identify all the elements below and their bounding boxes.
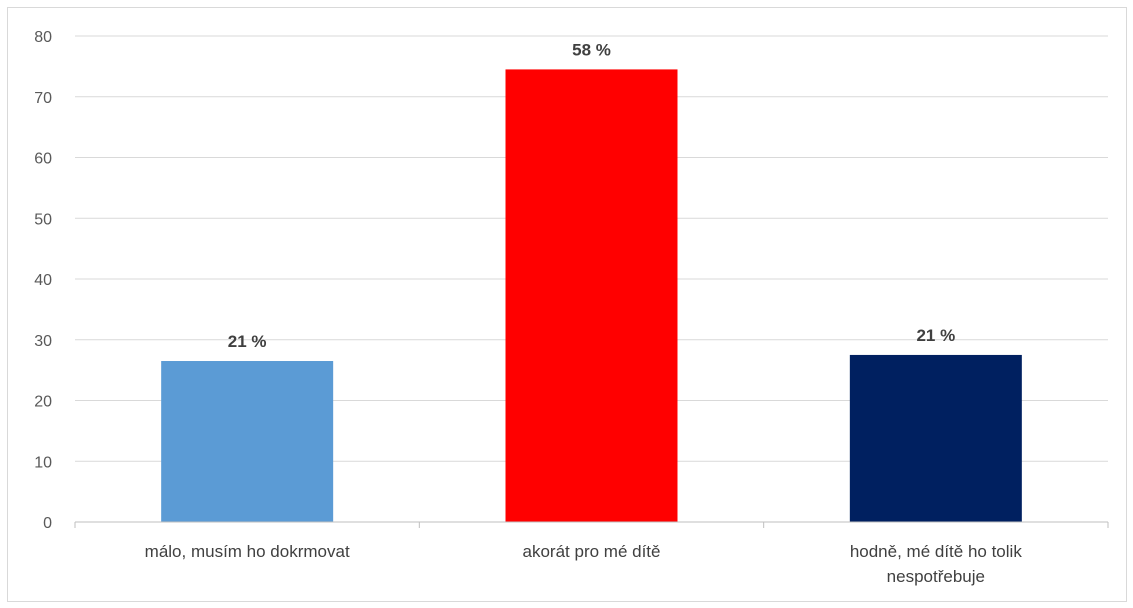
bars: [161, 69, 1022, 522]
y-tick-label: 10: [34, 454, 52, 471]
data-labels: 21 % 58 % 21 %: [228, 40, 955, 351]
y-tick-label: 20: [34, 394, 52, 411]
y-tick-label: 50: [34, 211, 52, 228]
category-label-2: nespotřebuje: [887, 567, 985, 586]
y-axis-tick-labels: 0 10 20 30 40 50 60 70 80: [34, 29, 52, 532]
y-tick-label: 80: [34, 29, 52, 46]
category-label-0: málo, musím ho dokrmovat: [145, 542, 350, 561]
y-tick-label: 0: [43, 515, 52, 532]
data-label-0: 21 %: [228, 332, 267, 351]
data-label-1: 58 %: [572, 40, 611, 59]
category-label-2: hodně, mé dítě ho tolik: [850, 542, 1023, 561]
category-label-1: akorát pro mé dítě: [523, 542, 661, 561]
y-tick-label: 60: [34, 151, 52, 168]
y-tick-label: 40: [34, 272, 52, 289]
y-tick-label: 30: [34, 333, 52, 350]
bar-1: [505, 69, 678, 522]
bar-2: [849, 354, 1022, 522]
data-label-2: 21 %: [916, 326, 955, 345]
x-axis: [74, 521, 1109, 528]
category-labels: málo, musím ho dokrmovat akorát pro mé dí…: [145, 542, 1023, 586]
y-tick-label: 70: [34, 90, 52, 107]
bar-0: [161, 361, 334, 522]
